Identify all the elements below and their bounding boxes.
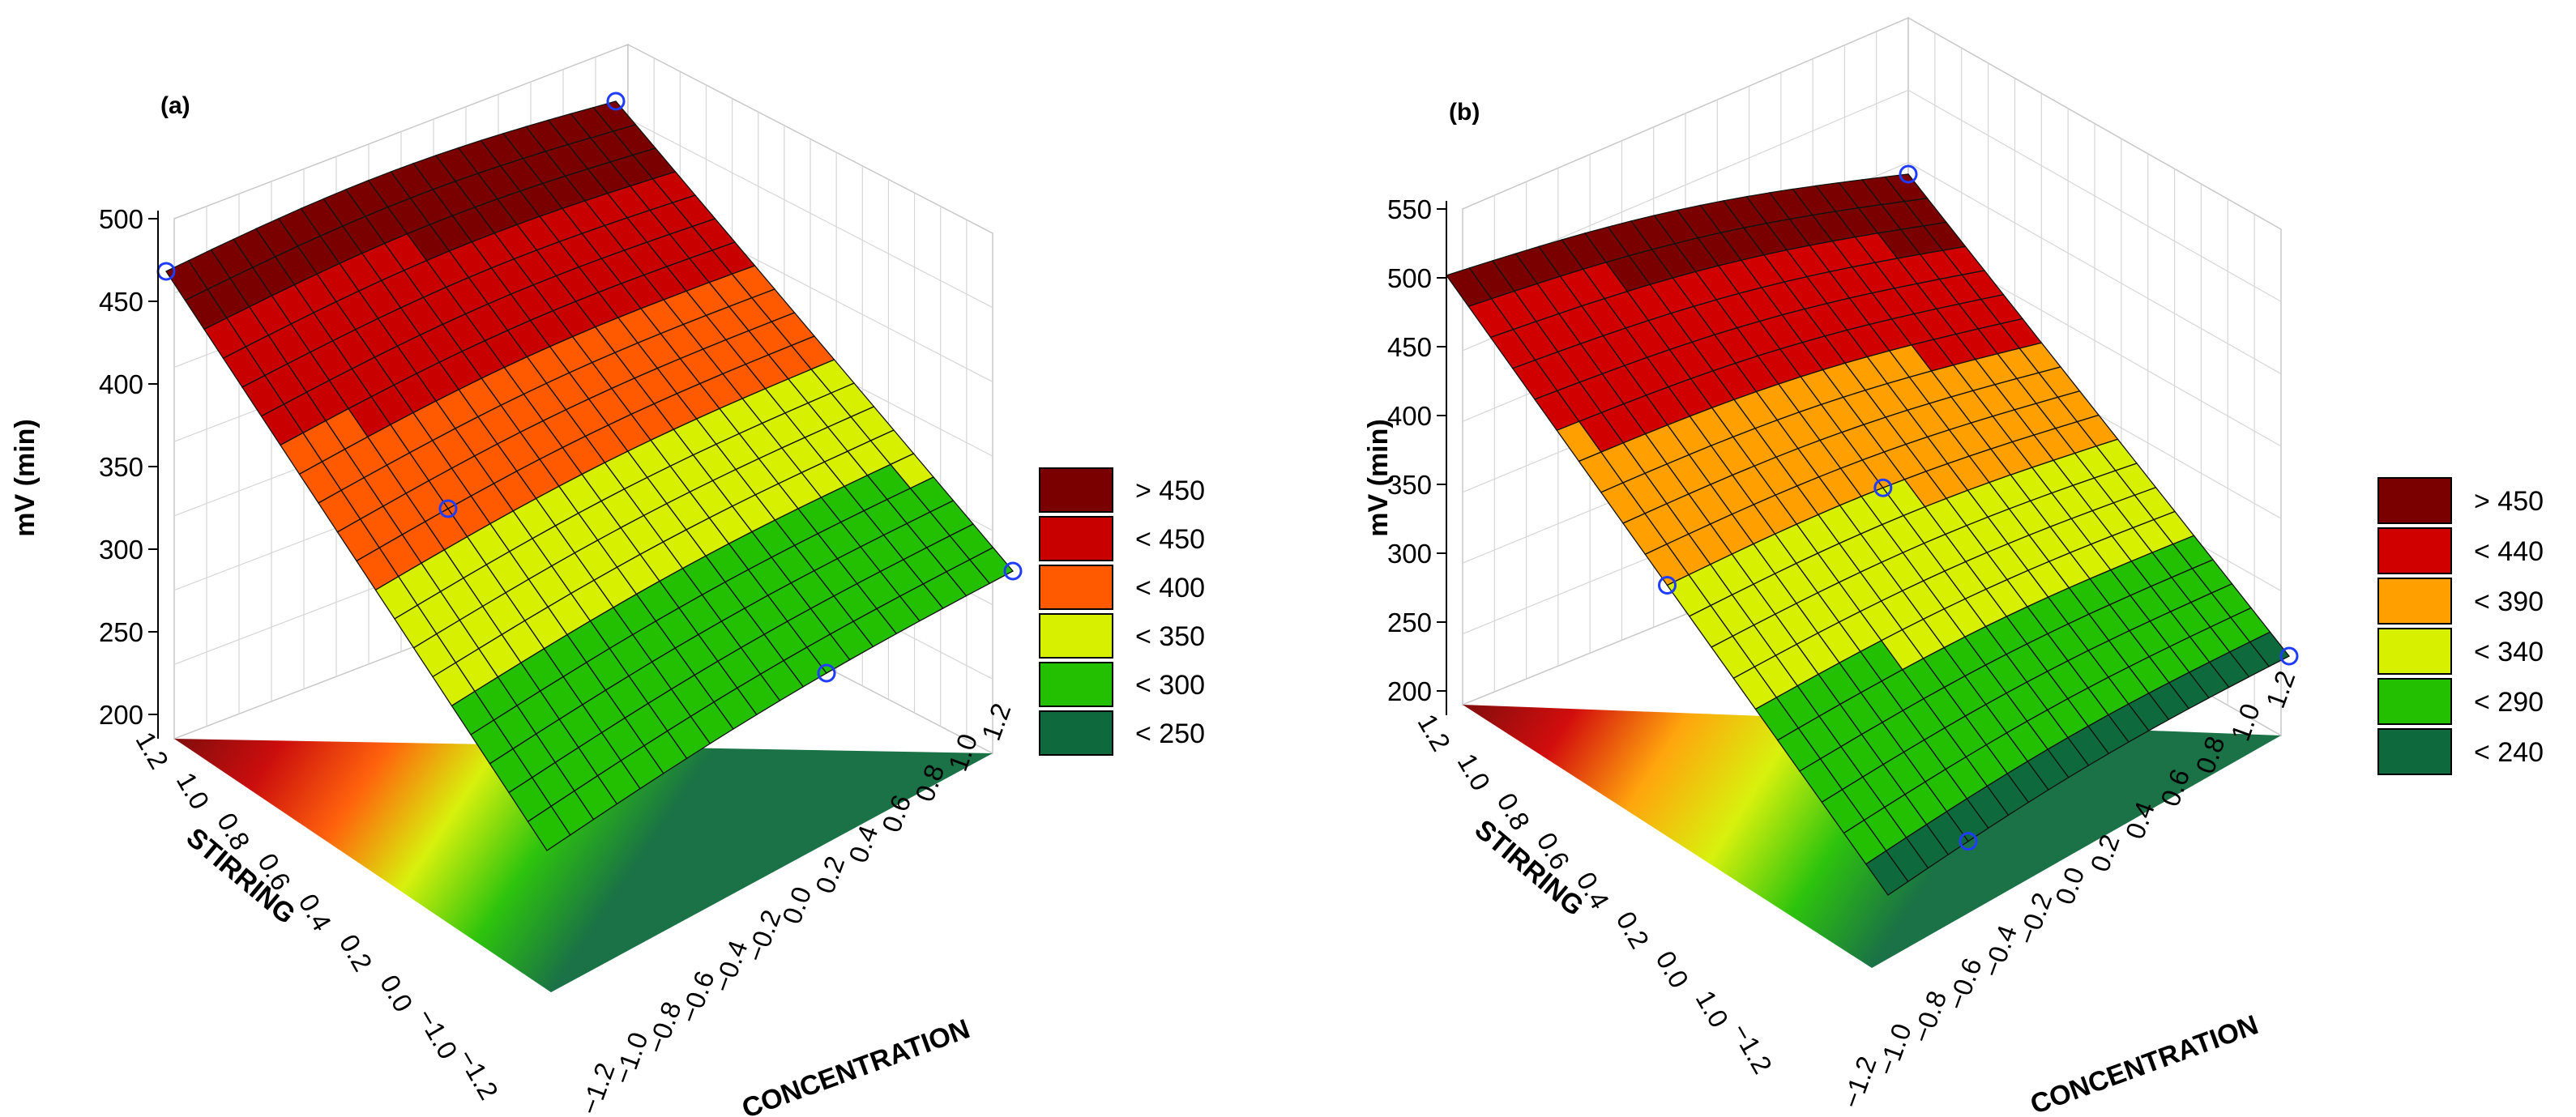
legend-swatch xyxy=(1039,565,1113,610)
design-point xyxy=(438,499,458,518)
legend-label: > 450 xyxy=(2474,486,2544,517)
design-point xyxy=(1658,576,1677,595)
stirring-tick-label: 0.2 xyxy=(1611,906,1655,953)
legend-label: < 440 xyxy=(2474,536,2544,567)
concentration-tick-label: 0.2 xyxy=(810,852,850,897)
z-tick-label: 400 xyxy=(1387,401,1432,431)
z-tick-label: 350 xyxy=(99,452,143,482)
stirring-tick-label: 1.0 xyxy=(1690,985,1735,1032)
stirring-tick-label: −1.2 xyxy=(452,1044,505,1105)
legend-swatch xyxy=(2377,678,2452,725)
design-point xyxy=(1873,478,1893,497)
z-tick-label: 200 xyxy=(99,700,143,730)
design-point xyxy=(606,92,626,111)
z-tick-label: 250 xyxy=(99,617,143,647)
legend-label: < 240 xyxy=(2474,737,2544,768)
concentration-axis-title: CONCENTRATION xyxy=(738,1013,974,1117)
design-point xyxy=(817,663,836,683)
z-tick-label: 300 xyxy=(99,535,143,565)
z-tick-label: 550 xyxy=(1387,194,1432,224)
legend-swatch xyxy=(2377,527,2452,574)
panel-a: (a) 500 450 400 350 300 250 200 mV (min) 1.21.0 0.… xyxy=(10,43,1205,1117)
surface-mesh xyxy=(1445,173,2290,896)
z-tick-label: 200 xyxy=(1387,676,1432,706)
stirring-tick-label: 0.2 xyxy=(334,929,378,976)
design-point xyxy=(1959,832,1978,851)
legend-swatch xyxy=(2377,728,2452,775)
z-tick-label: 500 xyxy=(99,204,143,234)
stirring-axis-title: STIRRING xyxy=(1469,814,1590,923)
legend-swatch xyxy=(2377,477,2452,524)
legend-label: < 400 xyxy=(1135,573,1205,603)
stirring-tick-label: 1.2 xyxy=(1412,709,1456,756)
legend-swatch xyxy=(1039,516,1113,561)
legend: > 450 < 440 < 390 < 340 < 290 < 240 xyxy=(2377,477,2544,775)
legend-swatch xyxy=(1039,710,1113,756)
surface-cell xyxy=(2249,631,2290,667)
legend-label: < 290 xyxy=(2474,687,2544,718)
legend-swatch xyxy=(2377,578,2452,625)
z-tick-label: 400 xyxy=(99,369,143,399)
legend-label: < 390 xyxy=(2474,586,2544,617)
legend-label: > 450 xyxy=(1135,475,1205,506)
stirring-tick-label: 1.0 xyxy=(171,767,216,814)
legend-swatch xyxy=(1039,662,1113,707)
panel-label: (a) xyxy=(160,92,190,119)
z-axis-title: mV (min) xyxy=(10,419,41,536)
surface-mesh xyxy=(165,100,1015,851)
design-point xyxy=(2279,646,2299,666)
legend-label: < 340 xyxy=(2474,637,2544,667)
z-tick-label: 500 xyxy=(1387,263,1432,293)
panel-label: (b) xyxy=(1449,99,1480,126)
wall-grid-line xyxy=(1462,89,2282,302)
z-tick-label: 450 xyxy=(99,287,143,317)
stirring-tick-label: −1.2 xyxy=(1726,1018,1779,1079)
z-tick-label: 450 xyxy=(1387,332,1432,362)
stirring-tick-label: 0.4 xyxy=(293,889,337,936)
stirring-tick-label: 0.0 xyxy=(1650,946,1694,993)
legend-label: < 350 xyxy=(1135,621,1205,652)
legend-swatch xyxy=(1039,613,1113,659)
stirring-tick-label: 1.0 xyxy=(1452,748,1497,795)
legend-label: < 450 xyxy=(1135,524,1205,555)
z-axis-title: mV (min) xyxy=(1363,419,1394,536)
stirring-tick-label: −1.0 xyxy=(411,1004,464,1064)
legend-swatch xyxy=(2377,628,2452,675)
surface-cell xyxy=(968,547,1015,585)
z-tick-label: 350 xyxy=(1387,470,1432,500)
concentration-axis-title: CONCENTRATION xyxy=(2027,1009,2262,1117)
design-point xyxy=(1899,164,1918,184)
floor-contour xyxy=(174,739,993,992)
z-tick-label: 300 xyxy=(1387,539,1432,569)
legend: > 450 < 450 < 400 < 350 < 300 < 250 xyxy=(1039,467,1205,756)
design-point xyxy=(1003,561,1023,581)
legend-label: < 300 xyxy=(1135,670,1205,701)
z-tick-label: 250 xyxy=(1387,608,1432,637)
stirring-tick-label: 1.2 xyxy=(130,727,174,774)
legend-swatch xyxy=(1039,467,1113,513)
stirring-tick-label: 0.0 xyxy=(374,970,419,1017)
legend-label: < 250 xyxy=(1135,718,1205,749)
